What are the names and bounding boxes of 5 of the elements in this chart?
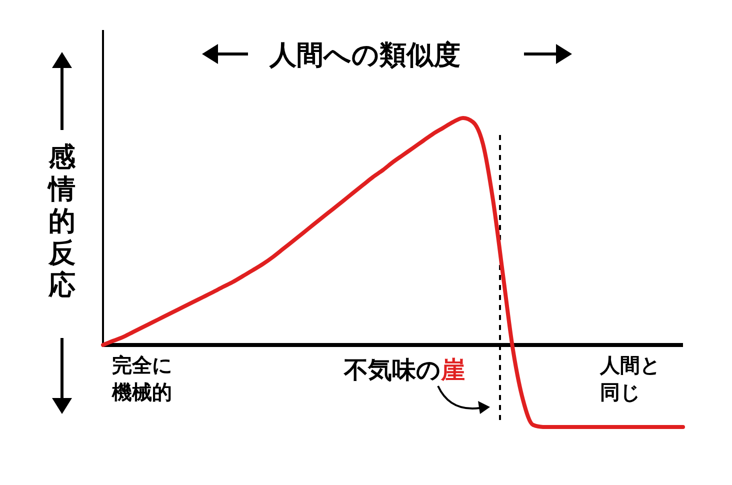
annotation: 完全に機械的 <box>111 353 172 404</box>
annotation: 不気味の崖 <box>343 356 465 384</box>
annotation: 人間と同じ <box>599 353 660 404</box>
y-axis-title: 感情的反応 <box>46 142 76 301</box>
x-axis-title: 人間への類似度 <box>268 40 460 71</box>
